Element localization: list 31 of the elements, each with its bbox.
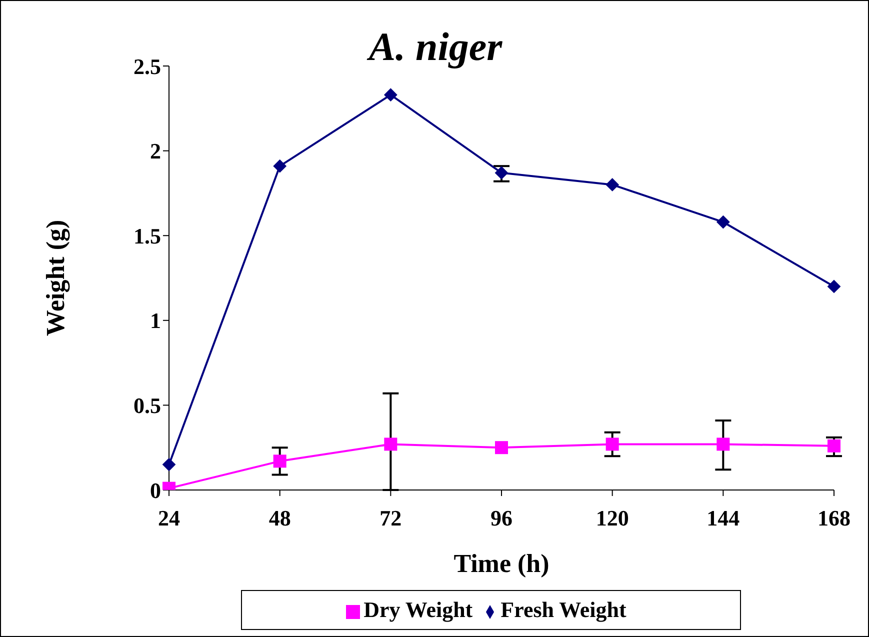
point: [495, 166, 508, 180]
point: [716, 216, 730, 229]
point: [384, 438, 398, 451]
point: [606, 438, 619, 451]
point: [384, 88, 398, 102]
legend-label: Dry Weight: [364, 597, 473, 622]
x-tick-label: 24: [158, 506, 180, 531]
point: [716, 438, 730, 451]
legend-label: Fresh Weight: [500, 597, 626, 622]
point: [606, 178, 619, 192]
x-tick-label: 96: [490, 506, 512, 531]
x-tick-label: 168: [818, 506, 850, 531]
x-tick-label: 144: [706, 506, 740, 531]
point: [162, 458, 176, 472]
point: [828, 439, 840, 452]
point: [273, 160, 286, 173]
y-tick-label: 0: [150, 478, 161, 503]
x-tick-label: 72: [380, 506, 402, 531]
y-tick-label: 1: [150, 308, 161, 334]
y-tick-label: 1.5: [134, 223, 161, 248]
y-tick-label: 0.5: [134, 393, 161, 418]
x-axis-title: Time (h): [454, 549, 550, 578]
point: [828, 280, 840, 293]
y-axis-title: Weight (g): [41, 220, 70, 336]
x-tick-label: 120: [596, 506, 629, 531]
y-tick-label: 2: [150, 138, 161, 164]
y-tick-label: 2.5: [134, 54, 161, 79]
x-tick-label: 48: [268, 506, 291, 531]
chart-title: A. niger: [368, 24, 502, 69]
point: [495, 441, 508, 454]
point: [273, 454, 286, 468]
